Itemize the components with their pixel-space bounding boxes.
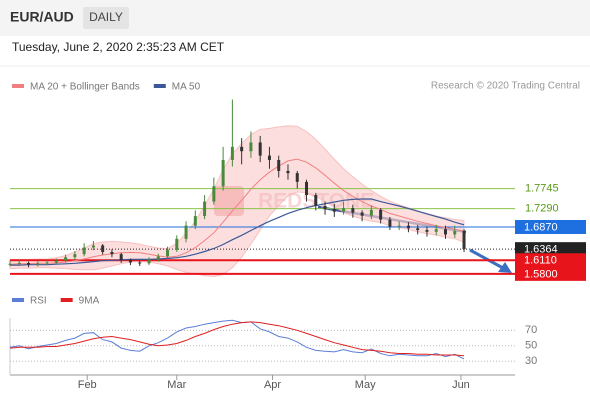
x-tick-label: Apr	[264, 379, 281, 391]
candle-body	[360, 212, 364, 216]
candle-body	[444, 229, 448, 235]
candle-body	[82, 247, 86, 255]
candle-body	[156, 256, 160, 260]
y-tick-label: 30	[525, 355, 537, 367]
candle-body	[314, 195, 318, 206]
legend-label: RSI	[30, 296, 47, 307]
candle-body	[434, 229, 438, 232]
candle-body	[110, 251, 114, 255]
candle-body	[166, 249, 170, 257]
candle-body	[295, 173, 299, 182]
candle-body	[64, 257, 68, 261]
x-tick-label: Mar	[167, 379, 186, 391]
candle-body	[230, 146, 234, 160]
candle-body	[323, 205, 327, 210]
candle-body	[249, 142, 253, 152]
rsi-line	[9, 321, 465, 357]
candle-body	[425, 230, 429, 232]
candle-body	[8, 263, 12, 265]
legend-swatch	[153, 84, 166, 88]
pivot-label-box	[515, 219, 586, 234]
legend-swatch	[60, 298, 73, 302]
candle-body	[27, 262, 31, 265]
candle-body	[128, 259, 132, 263]
candle-body	[416, 228, 420, 231]
last-label: 1.6364	[524, 244, 558, 256]
candle-body	[212, 186, 216, 202]
forecast-arrow-head	[498, 262, 512, 273]
last-label-box	[515, 242, 586, 257]
symbol: EUR/AUD	[10, 9, 74, 25]
moving-average	[10, 198, 465, 266]
forecast-arrow	[469, 248, 504, 270]
support-label: 1.5800	[524, 268, 558, 280]
moving-average	[9, 158, 465, 265]
support-label: 1.6110	[524, 255, 557, 267]
candle-body	[54, 260, 58, 263]
candle-body	[342, 208, 346, 212]
candle-body	[184, 225, 188, 239]
pivot-label: 1.6870	[524, 221, 558, 233]
credit: Research © 2020 Trading Central	[431, 81, 580, 92]
legend-label: MA 50	[172, 82, 201, 93]
x-tick-label: May	[355, 379, 376, 391]
candle-body	[397, 225, 401, 227]
candle-body	[221, 159, 225, 187]
candle-body	[193, 216, 197, 226]
watermark-logo	[214, 186, 244, 216]
x-tick-label: Jun	[452, 379, 470, 391]
resistance-label: 1.7290	[525, 203, 559, 215]
candle-body	[388, 219, 392, 227]
candle-body	[17, 262, 21, 264]
timestamp: Tuesday, June 2, 2020 2:35:23 AM CET	[12, 40, 225, 54]
y-tick-label: 50	[525, 340, 537, 352]
candle-body	[240, 146, 244, 152]
support-label-box	[515, 253, 586, 268]
support-label-box	[515, 266, 586, 281]
candle-body	[73, 254, 77, 258]
candle-body	[379, 209, 383, 220]
candle-body	[406, 225, 410, 229]
candle-body	[175, 238, 179, 250]
candle-body	[462, 230, 466, 250]
candle-body	[138, 262, 142, 264]
legend-label: 9MA	[79, 296, 100, 307]
legend-swatch	[12, 298, 24, 302]
resistance-label: 1.7745	[525, 183, 559, 195]
candle-body	[277, 159, 281, 171]
legend-label: MA 20 + Bollinger Bands	[30, 82, 140, 93]
candle-body	[36, 263, 40, 265]
candle-body	[286, 170, 290, 174]
candle-body	[119, 254, 123, 260]
candle-body	[203, 201, 207, 217]
candle-body	[147, 259, 151, 264]
rsi-line	[9, 319, 465, 360]
candle-body	[267, 155, 271, 160]
candle-body	[453, 230, 457, 235]
candle-body	[369, 209, 373, 216]
y-tick-label: 70	[525, 324, 537, 336]
candle-body	[305, 181, 309, 196]
candle-body	[45, 262, 49, 264]
timeframe: DAILY	[89, 10, 123, 24]
x-tick-label: Feb	[78, 379, 97, 391]
candle-body	[258, 142, 262, 156]
candle-body	[351, 208, 355, 213]
timeframe-badge	[83, 7, 129, 29]
legend-swatch	[12, 84, 24, 88]
candle-body	[101, 245, 105, 252]
candle-body	[332, 209, 336, 212]
candle-body	[91, 245, 95, 248]
